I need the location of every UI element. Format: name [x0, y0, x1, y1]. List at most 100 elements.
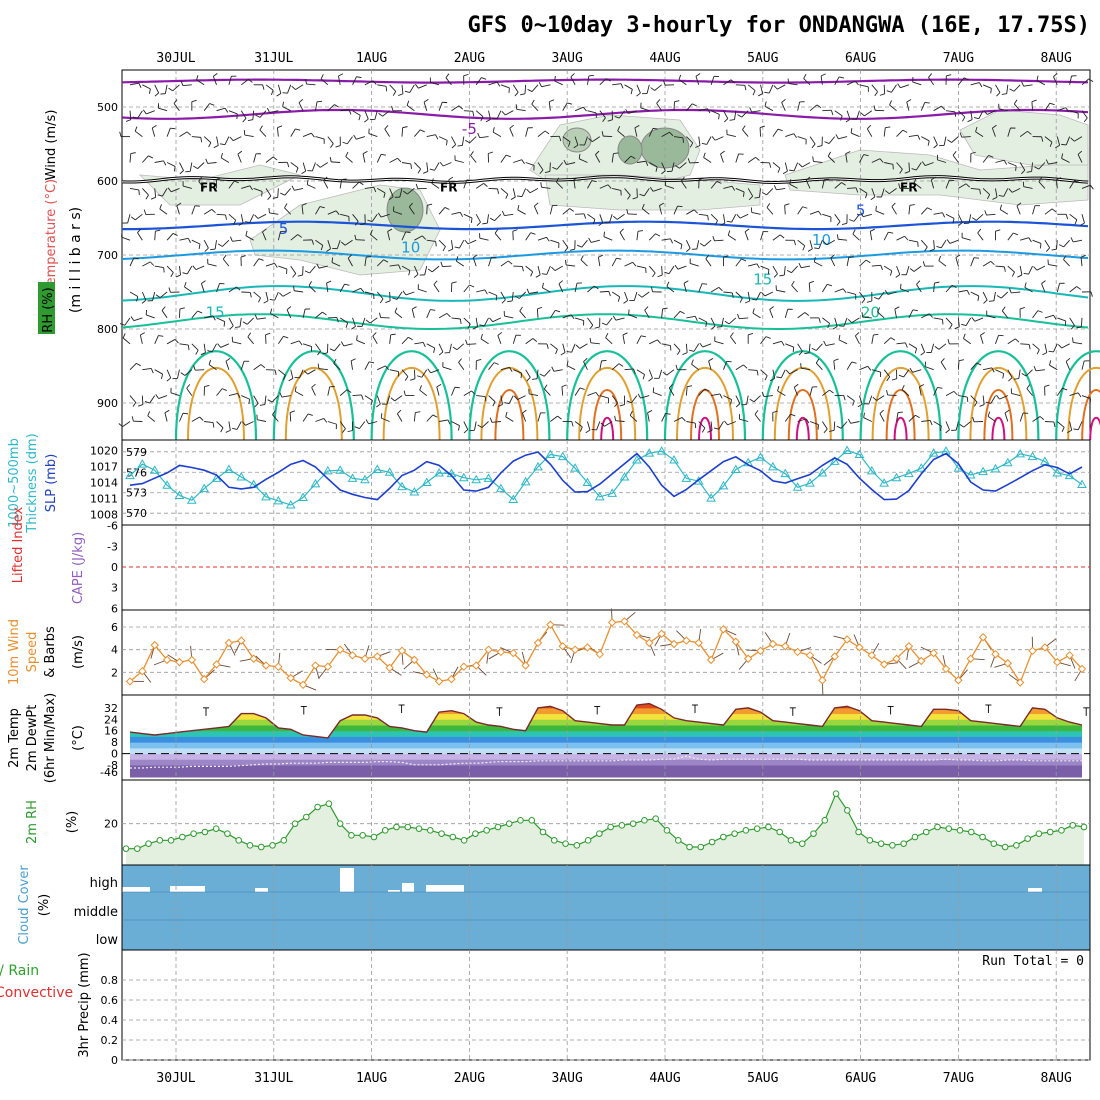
wind-barb-flag: [823, 428, 828, 434]
wind-barb-flag: [917, 135, 921, 140]
wind-barb: [1032, 310, 1039, 319]
wind-barb: [648, 128, 654, 137]
wind-barb-flag: [212, 315, 216, 321]
wind-barb-flag: [589, 337, 592, 343]
wind-barb-flag: [891, 378, 897, 381]
rh2m-point: [1035, 830, 1043, 837]
wind-barb: [636, 84, 641, 94]
wind-barb-flag: [531, 99, 535, 105]
rh2m-point: [787, 837, 795, 844]
wind-barb-flag: [229, 136, 234, 141]
wind-barb: [628, 110, 638, 114]
wind10-point: [298, 680, 308, 690]
contour-35-lobe: [600, 417, 615, 441]
wind-barb: [356, 136, 366, 140]
wind-barb: [531, 84, 539, 92]
wind-barb-flag: [924, 101, 930, 104]
wind-barb: [1044, 102, 1051, 111]
wind-barb-flag: [198, 243, 201, 250]
wind-barb-flag: [192, 265, 197, 270]
wind-barb-flag: [476, 359, 482, 362]
wind-barb: [364, 80, 374, 86]
wind-barb-flag: [220, 427, 224, 433]
wind-barb: [982, 291, 988, 301]
wind-barb-flag: [217, 343, 222, 348]
wind-barb: [766, 188, 774, 196]
wind-barb: [957, 360, 960, 370]
wind-barb-flag: [403, 390, 406, 396]
wind-barb-flag: [607, 184, 612, 189]
wind-barb: [339, 421, 346, 430]
wind-barb-flag: [270, 308, 273, 314]
wind-barb: [978, 110, 984, 119]
wind-barb: [1011, 291, 1021, 294]
wind-barb-flag: [992, 196, 998, 200]
wind-barb: [179, 237, 189, 241]
wind-barb: [368, 133, 378, 138]
wind-barb-flag: [455, 256, 459, 262]
wind-barb-flag: [724, 320, 730, 325]
wind-barb: [343, 343, 353, 347]
wind-barb: [494, 233, 502, 241]
wind-barb-flag: [1026, 384, 1031, 389]
wind-barb: [822, 317, 830, 324]
wind-barb: [940, 239, 947, 249]
wind-barb: [703, 157, 712, 163]
wind-barb-flag: [866, 124, 872, 130]
wind-barb: [853, 214, 860, 222]
wind-barb: [876, 395, 885, 401]
wind-barb: [945, 110, 955, 113]
wind-barb-flag: [570, 73, 575, 78]
wind-barb: [958, 289, 968, 293]
wind-barb: [1024, 286, 1033, 293]
wind-barb-flag: [861, 298, 866, 304]
wind-barb: [426, 309, 431, 319]
wind-barb: [887, 291, 897, 295]
top-date-label: 7AUG: [943, 51, 974, 66]
wind-barb-flag: [977, 228, 982, 234]
wind-barb-flag: [326, 280, 332, 284]
wind-barb-flag: [258, 297, 261, 303]
tick-label: 500: [97, 101, 118, 114]
wind-barb-flag: [580, 255, 584, 261]
temp-band: [130, 703, 1082, 709]
wind-barb-flag: [361, 394, 364, 400]
wind-barb: [451, 136, 457, 145]
contour-20-lobe: [957, 350, 1040, 441]
wind-barb: [1044, 239, 1051, 249]
wind-barb-flag: [949, 179, 955, 182]
wind-barb-flag: [494, 228, 499, 234]
wind-barb: [179, 162, 184, 171]
wind-barb-flag: [986, 194, 991, 200]
wind-barb-flag: [1045, 159, 1049, 165]
thickness-point: [496, 483, 506, 493]
wind-barb-flag: [398, 264, 401, 270]
wind-barb: [195, 265, 205, 271]
wind-barb: [961, 237, 971, 241]
wind-barb-flag: [954, 326, 960, 330]
wind-barb: [883, 231, 889, 241]
wind-barb: [228, 110, 238, 115]
wind-barb: [281, 395, 291, 398]
rh2m-point: [257, 843, 265, 851]
thickness-point: [298, 492, 308, 501]
wind-barb: [995, 265, 1005, 268]
wind-barb-flag: [365, 419, 369, 425]
wind-barb-flag: [282, 101, 284, 107]
wind-barb: [1044, 343, 1048, 353]
wind-barb: [302, 309, 306, 319]
wind-barb: [901, 389, 910, 396]
wind-barb-flag: [662, 371, 668, 376]
wind-barb: [808, 343, 811, 353]
wind-barb-flag: [555, 349, 558, 355]
wind-barb-flag: [193, 365, 196, 371]
wind-barb: [980, 335, 984, 344]
wind-barb-flag: [731, 186, 736, 191]
wind10-point: [509, 648, 518, 658]
wind-barb-flag: [886, 376, 891, 382]
wind10-point: [385, 663, 394, 673]
wind-barb: [166, 162, 176, 167]
wind-barb-flag: [836, 234, 839, 240]
wind-barb-flag: [612, 315, 617, 321]
